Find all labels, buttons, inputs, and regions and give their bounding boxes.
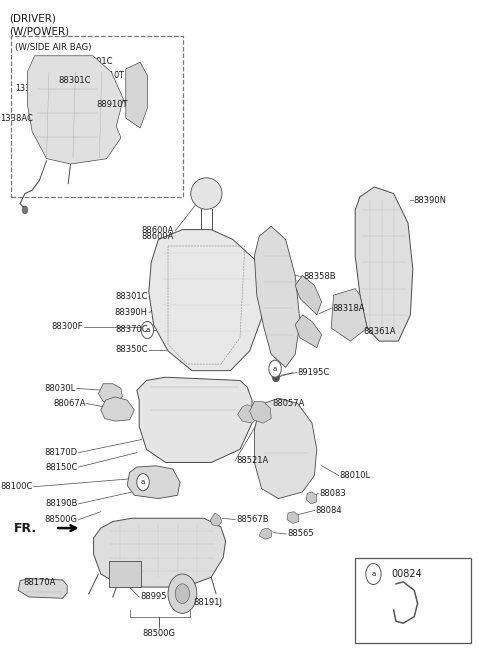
Text: 88995: 88995 xyxy=(140,592,167,602)
Polygon shape xyxy=(238,405,259,423)
Circle shape xyxy=(175,584,190,604)
Text: a: a xyxy=(372,571,375,577)
Text: 88350C: 88350C xyxy=(115,345,148,354)
Polygon shape xyxy=(254,398,317,499)
Text: FR.: FR. xyxy=(13,522,36,535)
Text: 88390N: 88390N xyxy=(414,195,447,205)
Polygon shape xyxy=(210,513,222,526)
Circle shape xyxy=(272,371,280,382)
Polygon shape xyxy=(306,492,317,504)
Text: 00824: 00824 xyxy=(391,569,422,579)
Circle shape xyxy=(141,321,154,338)
Polygon shape xyxy=(18,579,67,598)
Text: 88057A: 88057A xyxy=(273,399,305,408)
Text: (W/SIDE AIR BAG): (W/SIDE AIR BAG) xyxy=(15,43,92,52)
Text: 1338AC: 1338AC xyxy=(0,113,33,123)
Polygon shape xyxy=(295,315,322,348)
Circle shape xyxy=(22,206,28,214)
Text: 88083: 88083 xyxy=(319,489,346,498)
Polygon shape xyxy=(287,512,299,523)
Text: 1338AC: 1338AC xyxy=(15,84,47,93)
Text: 88150C: 88150C xyxy=(46,462,78,472)
Text: a: a xyxy=(145,327,149,333)
Text: a: a xyxy=(273,365,277,372)
Text: 88390H: 88390H xyxy=(115,308,148,317)
Polygon shape xyxy=(254,226,300,367)
Circle shape xyxy=(137,474,149,491)
Text: 88370C: 88370C xyxy=(115,325,148,335)
Ellipse shape xyxy=(191,178,222,209)
Text: 88500G: 88500G xyxy=(143,628,176,638)
Text: 89195C: 89195C xyxy=(298,368,330,377)
Text: 88170A: 88170A xyxy=(23,578,55,587)
Text: 88170D: 88170D xyxy=(45,448,78,457)
Circle shape xyxy=(366,564,381,584)
Text: 88190B: 88190B xyxy=(46,499,78,508)
Polygon shape xyxy=(331,289,367,341)
Polygon shape xyxy=(137,377,252,462)
Text: 88600A: 88600A xyxy=(142,226,174,236)
Text: 88361A: 88361A xyxy=(364,327,396,336)
Text: 88521A: 88521A xyxy=(236,456,268,465)
Text: 88191J: 88191J xyxy=(193,598,222,607)
Text: (DRIVER): (DRIVER) xyxy=(10,13,57,23)
Text: a: a xyxy=(141,479,145,485)
Text: 88030L: 88030L xyxy=(45,384,76,393)
Polygon shape xyxy=(250,401,271,423)
Text: 88565: 88565 xyxy=(287,529,313,539)
Polygon shape xyxy=(355,187,413,341)
Text: 88910T: 88910T xyxy=(95,71,124,80)
Polygon shape xyxy=(259,528,272,539)
Text: 88567B: 88567B xyxy=(236,515,269,524)
Polygon shape xyxy=(98,384,122,403)
Text: 88500G: 88500G xyxy=(45,515,78,524)
Text: 88301C: 88301C xyxy=(58,76,91,85)
Bar xyxy=(355,558,471,643)
Text: 88067A: 88067A xyxy=(53,399,85,408)
Polygon shape xyxy=(295,276,322,315)
Text: 88100C: 88100C xyxy=(0,482,33,491)
Polygon shape xyxy=(101,397,134,421)
Circle shape xyxy=(269,360,281,377)
Polygon shape xyxy=(94,518,226,587)
Bar xyxy=(109,561,141,587)
Circle shape xyxy=(168,574,197,613)
Text: 88301C: 88301C xyxy=(115,292,148,301)
Text: (W/POWER): (W/POWER) xyxy=(10,26,70,36)
Polygon shape xyxy=(149,230,262,371)
Text: 88300F: 88300F xyxy=(51,322,83,331)
Text: 88084: 88084 xyxy=(316,506,342,515)
Polygon shape xyxy=(27,56,123,164)
Text: 88910T: 88910T xyxy=(96,100,128,110)
Text: 88010L: 88010L xyxy=(340,471,371,480)
Polygon shape xyxy=(127,466,180,499)
Text: 88600A: 88600A xyxy=(142,232,174,241)
Text: 88301C: 88301C xyxy=(81,57,113,66)
Text: 88358B: 88358B xyxy=(303,272,336,281)
Polygon shape xyxy=(126,62,147,128)
Text: 88318A: 88318A xyxy=(332,304,365,313)
